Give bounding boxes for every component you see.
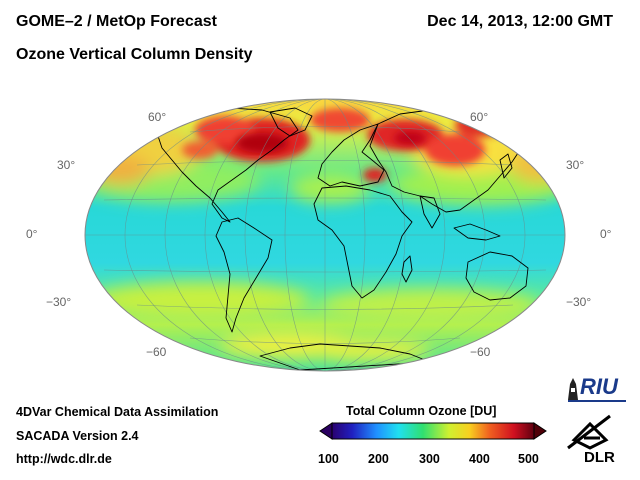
colorbar-tick-100: 100 — [318, 452, 339, 466]
lat-label-right-minus30: −30° — [566, 295, 592, 309]
colorbar-title: Total Column Ozone [DU] — [346, 404, 497, 418]
colorbar-tick-300: 300 — [419, 452, 440, 466]
lat-label-left-30: 30° — [57, 158, 76, 172]
lat-label-left-0: 0° — [26, 227, 38, 241]
lat-label-right-30: 30° — [566, 158, 585, 172]
colorbar-tick-200: 200 — [368, 452, 389, 466]
footer-version: SACADA Version 2.4 — [16, 429, 139, 443]
footer-assimilation: 4DVar Chemical Data Assimilation — [16, 405, 219, 419]
colorbar-high-arrow — [533, 422, 547, 440]
riu-logo-text: RIU — [580, 374, 618, 399]
map-title: GOME–2 / MetOp Forecast — [16, 13, 217, 30]
japan-coast — [499, 153, 513, 179]
antarctica-coast — [259, 343, 431, 371]
lat-label-right-0: 0° — [600, 227, 612, 241]
colorbar-tick-400: 400 — [469, 452, 490, 466]
graticule-parallels — [85, 126, 565, 344]
colorbar-gradient — [331, 422, 535, 440]
indonesia-coast — [453, 223, 501, 241]
map-subtitle: Ozone Vertical Column Density — [16, 46, 253, 63]
lat-label-left-minus60: −60 — [146, 345, 167, 359]
europe-coast — [317, 123, 385, 187]
forecast-datetime: Dec 14, 2013, 12:00 GMT — [427, 13, 613, 30]
lat-label-left-minus30: −30° — [46, 295, 72, 309]
australia-coast — [465, 251, 529, 301]
footer-url[interactable]: http://wdc.dlr.de — [16, 452, 112, 466]
riu-logo: RIU — [566, 374, 628, 402]
south-america-coast — [215, 217, 273, 333]
dlr-logo-text: DLR — [584, 449, 615, 466]
riu-logo-underline — [568, 400, 626, 402]
india-coast — [419, 195, 441, 229]
map-boundary — [84, 98, 566, 372]
colorbar-tick-500: 500 — [518, 452, 539, 466]
dlr-logo-icon — [567, 414, 611, 450]
lat-label-left-60: 60° — [148, 110, 167, 124]
africa-coast — [313, 185, 413, 299]
north-america-coast — [157, 107, 299, 223]
riu-logo-tower-icon — [568, 378, 578, 400]
colorbar-low-arrow — [319, 422, 333, 440]
greenland-coast — [269, 107, 313, 137]
lat-label-right-60: 60° — [470, 110, 489, 124]
madagascar-coast — [401, 255, 413, 283]
ozone-field — [85, 99, 565, 371]
colorbar — [319, 422, 547, 440]
lat-label-right-minus60: −60 — [470, 345, 491, 359]
